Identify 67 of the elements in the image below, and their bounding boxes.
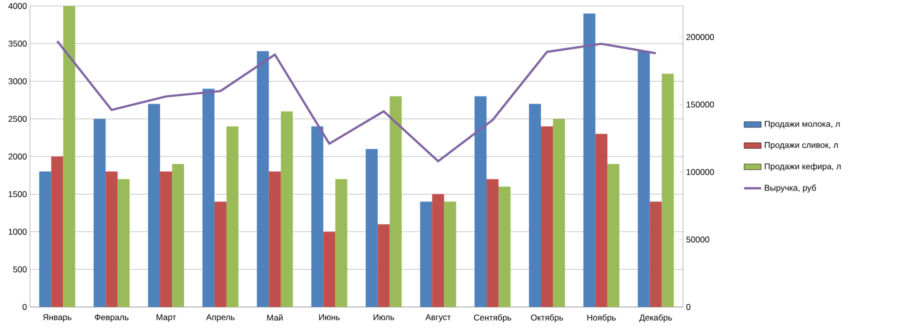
x-tick-label: Февраль (94, 314, 128, 322)
bar (432, 194, 444, 307)
bar (583, 14, 596, 307)
line-series (56, 40, 657, 162)
x-tick-label: Июль (374, 314, 394, 320)
y-tick-label: 3500 (8, 40, 27, 47)
x-tick-label: Январь (43, 314, 72, 322)
x-tick-label: Июнь (319, 314, 340, 320)
bar (552, 118, 565, 307)
bar (540, 126, 553, 307)
bar (444, 202, 456, 307)
y-tick-label: 2000 (8, 154, 27, 160)
legend-label: Продажи молока, л (764, 120, 840, 129)
x-tick-label: Апрель (206, 314, 234, 322)
bar (528, 104, 541, 307)
x-tick-label: Декабрь (639, 314, 672, 322)
legend-label: Продажи кефира, л (764, 163, 841, 172)
y2-tick-label: 50000 (686, 236, 710, 243)
y2-tick-label: 200000 (686, 34, 714, 40)
y-tick-label: 2500 (8, 116, 27, 122)
y-tick-label: 500 (13, 266, 27, 272)
x-tick-label: Август (425, 314, 451, 322)
y2-tick-label: 0 (686, 304, 690, 310)
bar (39, 172, 52, 307)
bar (256, 51, 269, 307)
bar (323, 232, 336, 307)
bar (214, 202, 226, 307)
bar (148, 104, 160, 307)
bar (51, 156, 64, 307)
bar (498, 186, 511, 307)
x-tick-label: Октябрь (530, 314, 564, 322)
bar (474, 96, 487, 307)
y-tick-label: 1500 (8, 191, 27, 198)
y2-tick-label: 150000 (686, 102, 714, 108)
bar (268, 172, 281, 307)
bar (366, 148, 378, 307)
bar (486, 179, 499, 307)
bar (202, 88, 214, 307)
bar (662, 74, 674, 307)
bar (118, 179, 130, 307)
y-tick-label: 1000 (8, 228, 27, 235)
y-tick-label: 3000 (8, 78, 27, 84)
x-tick-label: Сентябрь (474, 314, 512, 322)
legend-label: Продажи сливок, л (764, 142, 838, 150)
bar (63, 6, 76, 307)
bar (378, 224, 390, 307)
bar (638, 51, 650, 307)
bar (595, 134, 608, 307)
x-tick-label: Ноябрь (587, 314, 616, 322)
bar (226, 126, 238, 307)
bar (607, 164, 620, 307)
y-tick-label: 4000 (8, 3, 27, 9)
bar (390, 96, 402, 307)
y2-tick-label: 100000 (686, 169, 714, 176)
x-tick-label: Май (267, 314, 283, 321)
y-tick-label: 0 (22, 304, 27, 310)
bar (94, 118, 106, 307)
legend-label: Выручка, руб (764, 184, 816, 192)
bar (311, 126, 324, 307)
bar (280, 111, 293, 307)
bar (160, 172, 172, 307)
x-tick-label: Март (156, 314, 176, 322)
bar (420, 202, 432, 307)
bar (650, 202, 662, 307)
bar (172, 164, 184, 307)
bar (335, 179, 348, 307)
bar (106, 172, 118, 307)
